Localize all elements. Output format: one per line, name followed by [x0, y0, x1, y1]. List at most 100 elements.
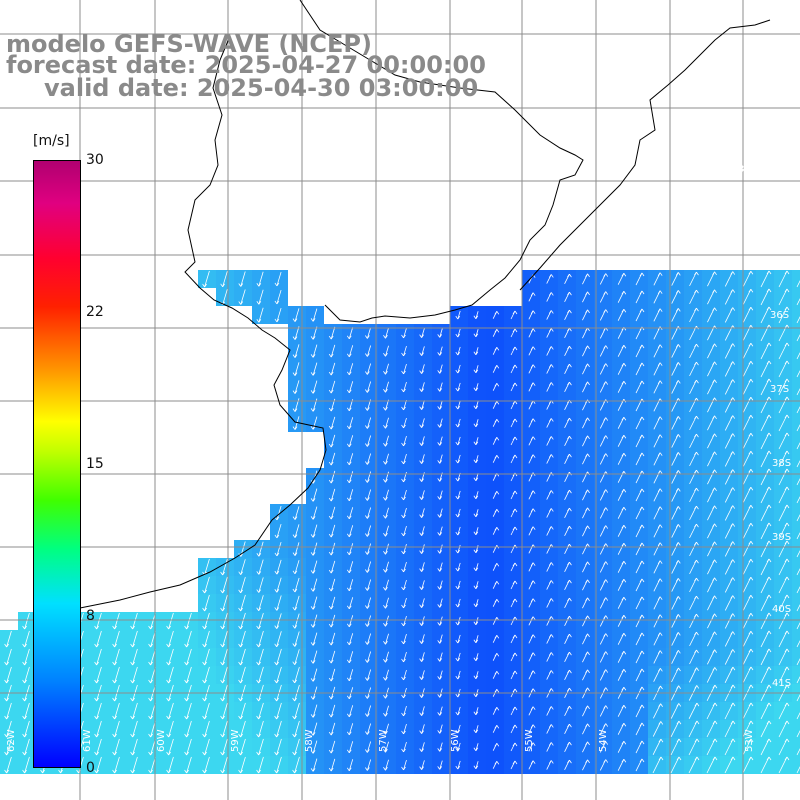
wind-arrow-head — [258, 769, 261, 774]
wind-arrow-head — [475, 765, 479, 769]
wind-arrow-head — [784, 504, 788, 509]
wind-arrow — [439, 706, 443, 716]
wind-arrow — [258, 666, 264, 684]
wind-arrow-head — [621, 651, 625, 655]
wind-arrow-head — [784, 702, 788, 707]
wind-arrow-head — [714, 505, 717, 510]
wind-arrow-head — [186, 625, 189, 630]
wind-arrow-head — [512, 508, 516, 513]
wind-arrow-head — [346, 659, 350, 664]
wind-arrow-head — [567, 759, 570, 764]
wind-arrow-head — [512, 562, 516, 567]
wind-arrow — [457, 508, 461, 518]
wind-arrow-head — [585, 633, 588, 638]
wind-arrow — [24, 738, 30, 756]
wind-arrow-head — [403, 370, 406, 375]
wind-arrow — [258, 648, 264, 666]
wind-arrow — [457, 310, 461, 320]
wind-arrow — [796, 766, 800, 774]
wind-arrow-head — [514, 508, 518, 513]
wind-arrow — [330, 632, 336, 646]
wind-arrow-head — [365, 353, 368, 357]
wind-arrow-head — [621, 705, 625, 709]
wind-arrow-head — [585, 507, 588, 512]
wind-arrow-head — [732, 684, 736, 689]
speed-cell — [792, 270, 800, 288]
wind-arrow — [114, 612, 120, 630]
wind-arrow — [330, 722, 336, 736]
wind-arrow — [385, 327, 389, 339]
wind-arrow — [796, 388, 800, 396]
lon-label: 55W — [524, 729, 535, 752]
wind-arrow — [96, 720, 102, 738]
wind-arrow-head — [514, 490, 518, 495]
wind-arrow-head — [132, 715, 135, 720]
wind-arrow — [385, 669, 389, 681]
wind-arrow-head — [658, 703, 661, 707]
wind-arrow-head — [292, 733, 295, 738]
wind-arrow-head — [550, 652, 554, 656]
wind-arrow — [439, 670, 443, 680]
wind-arrow-head — [694, 415, 697, 420]
wind-arrow-head — [365, 587, 368, 591]
wind-arrow-head — [401, 514, 404, 519]
wind-arrow-head — [148, 733, 151, 738]
wind-arrow-head — [312, 354, 316, 358]
wind-arrow — [439, 598, 443, 608]
wind-arrow-head — [240, 661, 243, 666]
wind-arrow — [312, 542, 318, 556]
wind-arrow-head — [587, 741, 590, 746]
wind-arrow-head — [784, 306, 788, 311]
wind-arrow-head — [730, 595, 734, 599]
wind-arrow-head — [276, 769, 279, 774]
wind-arrow — [294, 524, 300, 538]
wind-arrow-head — [457, 477, 461, 482]
wind-arrow-head — [766, 630, 770, 635]
wind-arrow-head — [712, 738, 716, 743]
wind-arrow-head — [696, 343, 699, 348]
wind-arrow-head — [605, 273, 609, 277]
wind-arrow-head — [784, 576, 788, 581]
wind-arrow — [457, 490, 461, 500]
wind-arrow-head — [184, 697, 187, 702]
wind-arrow-head — [786, 702, 790, 707]
wind-arrow — [348, 543, 354, 555]
wind-arrow-head — [732, 559, 736, 563]
wind-arrow — [132, 720, 138, 738]
wind-arrow-head — [514, 742, 518, 747]
wind-arrow-head — [403, 388, 406, 393]
wind-arrow-head — [696, 541, 699, 546]
wind-arrow-head — [346, 623, 350, 628]
wind-arrow — [294, 416, 300, 430]
wind-arrow-head — [132, 625, 135, 630]
wind-arrow-head — [240, 301, 244, 305]
wind-arrow-head — [494, 347, 498, 351]
wind-arrow-head — [766, 720, 770, 725]
wind-arrow-head — [473, 333, 477, 337]
wind-arrow-head — [676, 720, 680, 725]
wind-arrow-head — [603, 651, 607, 655]
wind-arrow-head — [240, 625, 243, 630]
wind-arrow-head — [730, 702, 734, 707]
wind-arrow-head — [677, 380, 681, 384]
wind-arrow — [204, 720, 210, 738]
wind-arrow-head — [550, 616, 554, 620]
wind-arrow-head — [657, 614, 661, 618]
wind-arrow-head — [330, 551, 334, 556]
wind-arrow-head — [605, 723, 609, 727]
wind-arrow — [348, 651, 354, 663]
wind-arrow-head — [24, 733, 27, 738]
wind-arrow-head — [220, 643, 223, 648]
wind-arrow-head — [473, 729, 477, 733]
wind-arrow — [312, 704, 318, 718]
wind-arrow-head — [330, 677, 334, 682]
model-title: modelo GEFS-WAVE (NCEP) — [6, 30, 372, 58]
lat-label: 34S — [738, 164, 757, 175]
wind-arrow-head — [530, 346, 534, 350]
wind-arrow — [403, 651, 407, 663]
wind-arrow-head — [184, 625, 187, 630]
wind-arrow-head — [385, 640, 388, 645]
wind-arrow-head — [130, 661, 133, 666]
wind-arrow-head — [204, 733, 207, 738]
wind-arrow — [312, 416, 318, 430]
